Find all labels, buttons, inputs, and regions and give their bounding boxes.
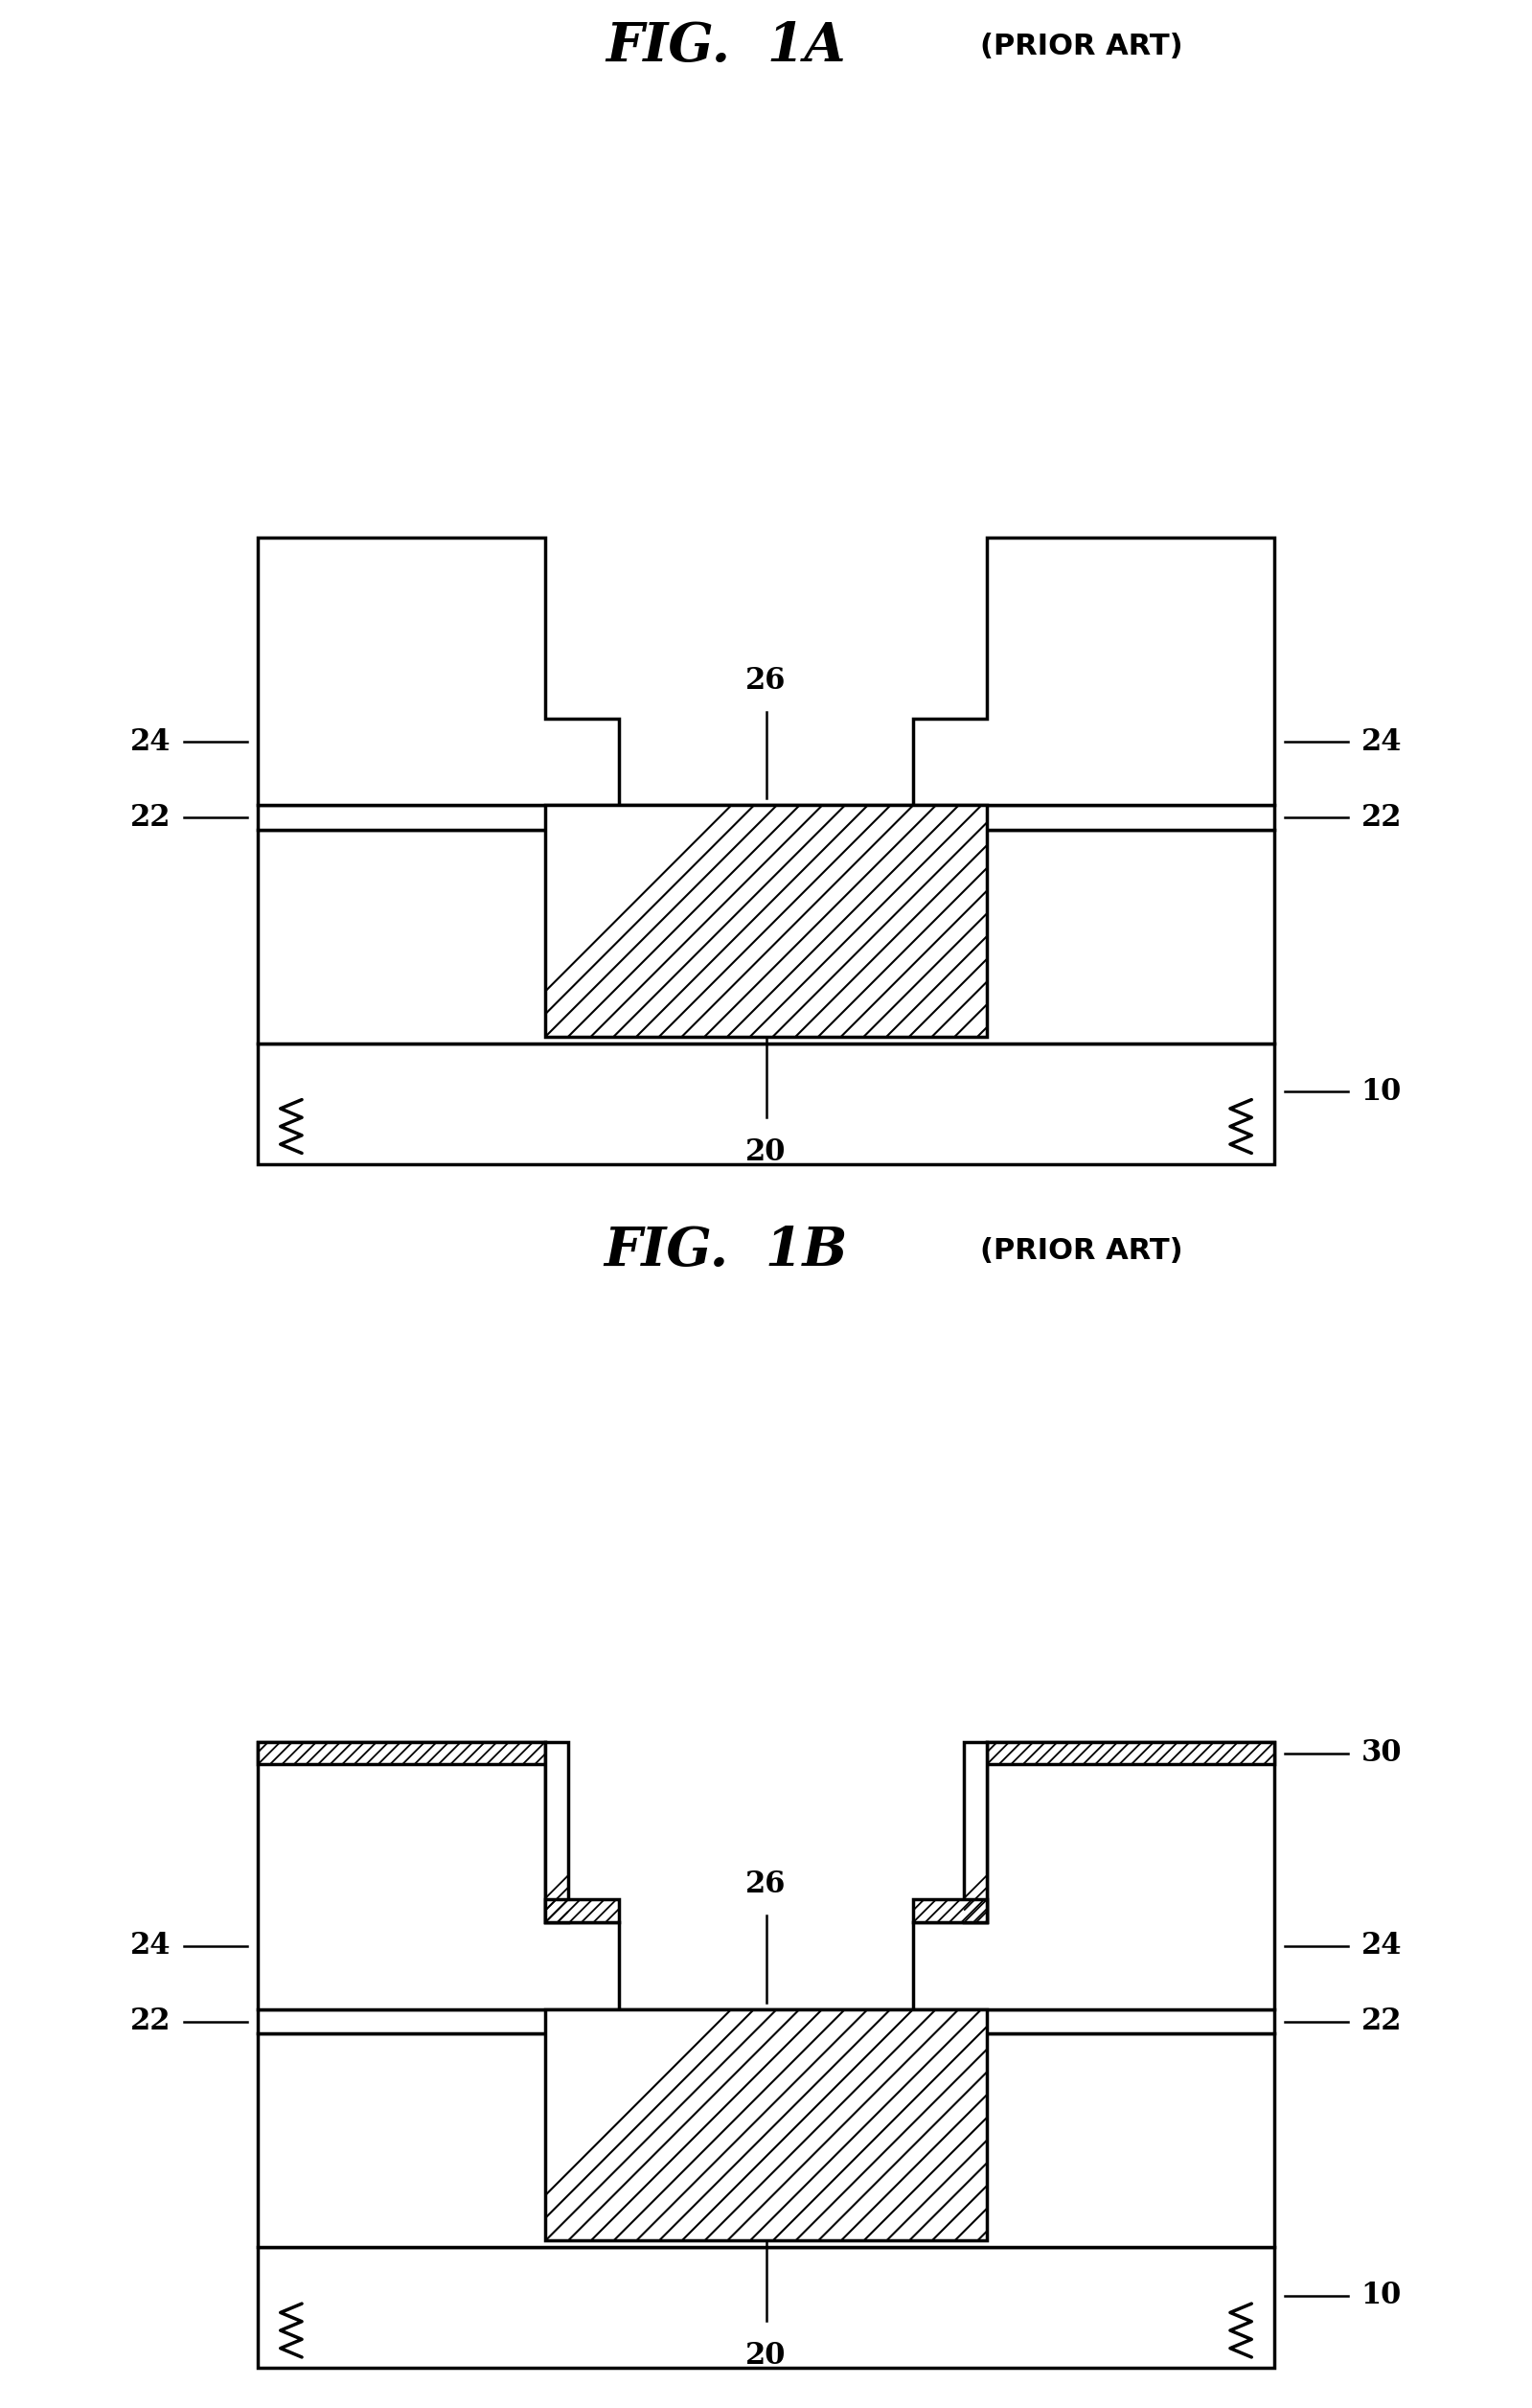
Bar	[913, 1900, 987, 1922]
Bar	[257, 1043, 1275, 1163]
Bar	[545, 1741, 568, 1922]
Polygon shape	[257, 1741, 619, 2008]
Bar	[545, 1900, 619, 1922]
Text: 10: 10	[1362, 2280, 1402, 2312]
Text: (PRIOR ART): (PRIOR ART)	[980, 1238, 1183, 1264]
Polygon shape	[913, 1741, 1275, 2008]
Bar	[257, 1741, 545, 1765]
Text: 22: 22	[130, 2006, 170, 2037]
Text: 20: 20	[746, 2341, 786, 2372]
Text: 20: 20	[746, 1137, 786, 1168]
Bar	[545, 804, 987, 1038]
Text: 30: 30	[1362, 1739, 1402, 1767]
Bar	[964, 1741, 987, 1922]
Bar	[257, 2032, 1275, 2247]
Bar	[257, 804, 1275, 828]
Text: 10: 10	[1362, 1076, 1402, 1108]
Text: 24: 24	[1362, 1931, 1402, 1960]
Text: (PRIOR ART): (PRIOR ART)	[980, 34, 1183, 60]
Text: 24: 24	[1362, 727, 1402, 756]
Text: FIG.  1B: FIG. 1B	[604, 1226, 847, 1276]
Text: 22: 22	[1362, 2006, 1402, 2037]
Polygon shape	[913, 537, 1275, 804]
Polygon shape	[257, 537, 619, 804]
Bar	[545, 2008, 987, 2242]
Bar	[987, 1741, 1275, 1765]
Text: 24: 24	[130, 727, 170, 756]
Text: 22: 22	[1362, 802, 1402, 833]
Bar	[257, 2247, 1275, 2367]
Bar	[257, 828, 1275, 1043]
Text: 24: 24	[130, 1931, 170, 1960]
Bar	[257, 2008, 1275, 2032]
Text: 22: 22	[130, 802, 170, 833]
Text: 26: 26	[746, 667, 786, 696]
Text: FIG.  1A: FIG. 1A	[605, 22, 846, 72]
Text: 26: 26	[746, 1871, 786, 1900]
